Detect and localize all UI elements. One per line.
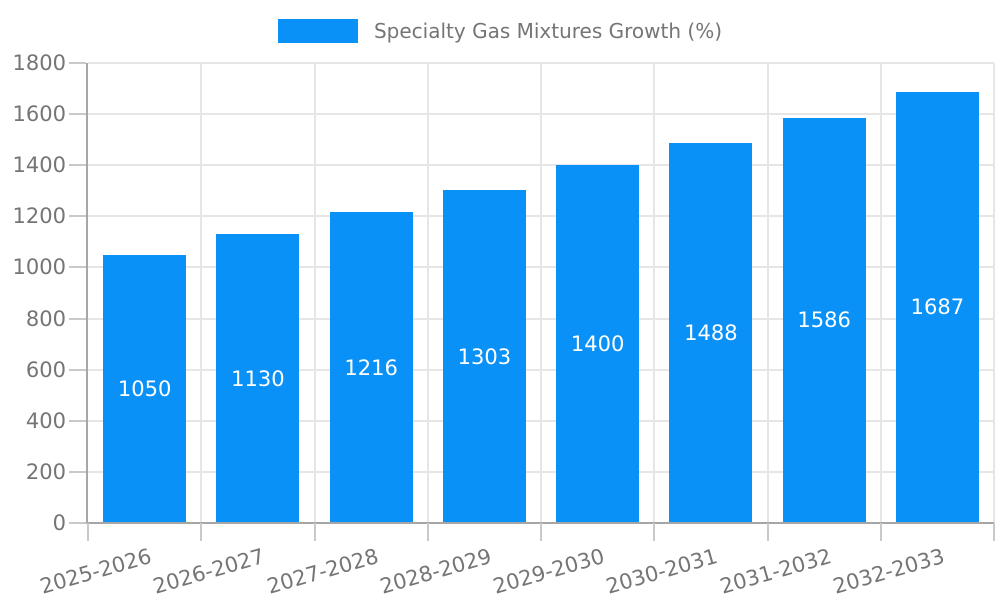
gridline-vertical <box>879 63 882 523</box>
y-tick-mark <box>69 266 86 269</box>
x-tick-mark <box>313 523 316 541</box>
x-tick-label: 2026-2027 <box>150 544 268 599</box>
bar-value-label: 1400 <box>570 332 625 357</box>
x-tick-label: 2027-2028 <box>264 544 381 599</box>
bar-value-label: 1050 <box>117 376 172 401</box>
bar-2032-2033: 1687 <box>895 91 979 523</box>
bar-2028-2029: 1303 <box>442 190 526 523</box>
bar-2026-2027: 1130 <box>216 234 300 523</box>
y-tick-label: 1400 <box>12 153 66 178</box>
bar-2029-2030: 1400 <box>556 165 640 523</box>
bar-value-label: 1586 <box>797 308 851 333</box>
y-tick-label: 1800 <box>12 51 66 75</box>
bar-value-label: 1216 <box>344 355 398 380</box>
legend-label: Specialty Gas Mixtures Growth (%) <box>373 19 723 43</box>
gridline-vertical <box>653 63 656 523</box>
bar-2031-2032: 1586 <box>782 117 866 523</box>
y-tick-mark <box>69 522 86 524</box>
bar-value-label: 1130 <box>231 366 285 391</box>
y-tick-mark <box>69 470 86 473</box>
x-tick-label: 2029-2030 <box>490 544 608 599</box>
x-tick-label: 2025-2026 <box>37 544 155 599</box>
gridline-vertical <box>313 63 316 523</box>
y-tick-mark <box>69 113 86 116</box>
gridline-vertical <box>200 63 203 523</box>
y-tick-mark <box>69 368 86 371</box>
x-tick-label: 2030-2031 <box>603 544 721 599</box>
y-tick-label: 1200 <box>12 204 66 229</box>
y-tick-mark <box>69 62 86 64</box>
gridline-vertical <box>426 63 429 523</box>
y-tick-label: 0 <box>52 511 66 535</box>
bar-2030-2031: 1488 <box>669 142 753 523</box>
bar-2027-2028: 1216 <box>329 212 413 523</box>
y-tick-label: 1600 <box>12 102 66 127</box>
x-tick-mark <box>993 523 995 541</box>
x-tick-mark <box>540 523 542 541</box>
x-tick-mark <box>87 523 89 541</box>
bar-value-label: 1687 <box>910 295 965 320</box>
x-tick-label: 2031-2032 <box>717 544 834 599</box>
bar-value-label: 1303 <box>457 344 512 369</box>
x-tick-mark <box>200 523 203 541</box>
gridline-vertical <box>766 63 769 523</box>
y-tick-label: 600 <box>25 357 66 382</box>
x-tick-label: 2032-2033 <box>830 544 948 599</box>
y-tick-label: 400 <box>25 408 66 433</box>
chart-legend: Specialty Gas Mixtures Growth (%) <box>0 17 1000 45</box>
y-axis-line <box>86 63 88 523</box>
y-tick-label: 200 <box>25 459 66 484</box>
y-tick-mark <box>69 317 86 320</box>
gridline-vertical <box>540 63 542 523</box>
x-tick-mark <box>879 523 882 541</box>
x-tick-mark <box>653 523 656 541</box>
x-tick-label: 2028-2029 <box>377 544 495 599</box>
y-tick-label: 1000 <box>12 255 66 280</box>
bar-value-label: 1488 <box>684 320 738 345</box>
bar-2025-2026: 1050 <box>103 254 187 523</box>
gridline-vertical <box>993 63 995 523</box>
x-tick-mark <box>426 523 429 541</box>
y-tick-mark <box>69 215 86 218</box>
y-tick-mark <box>69 164 86 167</box>
legend-swatch <box>277 19 358 43</box>
x-tick-mark <box>766 523 769 541</box>
y-tick-label: 800 <box>25 306 66 331</box>
y-tick-mark <box>69 419 86 422</box>
plot-area: 1050 1130 1216 1303 1400 1488 1586 1687 <box>88 62 995 523</box>
